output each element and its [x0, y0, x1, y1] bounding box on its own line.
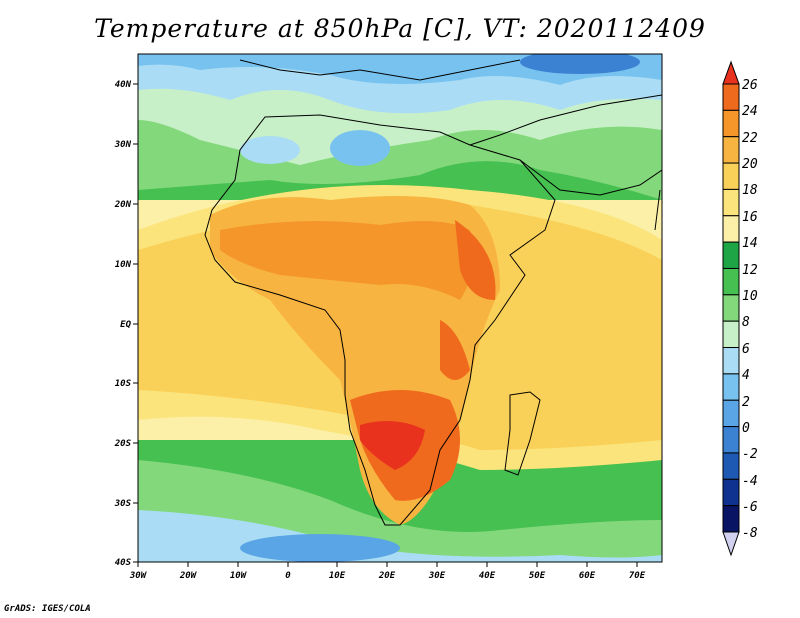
colorbar-box: [722, 241, 740, 269]
lat-label-40s: 40S: [115, 558, 132, 568]
colorbar-box: [722, 136, 740, 164]
temperature-field: [138, 54, 662, 562]
lat-label-20s: 20S: [114, 439, 132, 449]
lon-labels: 30W 20W 10W 0 10E 20E 30E 40E 50E 60E 70…: [129, 571, 646, 581]
lon-label-40e: 40E: [479, 571, 496, 581]
cb-label-10: 10: [742, 289, 758, 304]
lon-label-0: 0: [285, 571, 291, 581]
colorbar-labels: 26 24 22 20 18 16 14 12 10 8 6 4 2 0 -2 …: [742, 78, 758, 541]
field-libya-cold: [330, 130, 390, 166]
cb-label-26: 26: [742, 78, 758, 93]
field-kalahari-hottest: [360, 421, 425, 470]
colorbar-top-arrow: [722, 60, 740, 85]
colorbar-box: [722, 188, 740, 217]
lat-label-10s: 10S: [115, 379, 132, 389]
cb-label-16: 16: [742, 210, 758, 225]
map-title: Temperature at 850hPa [C], VT: 202011240…: [94, 14, 706, 43]
lon-label-10w: 10W: [230, 571, 248, 581]
colorbar-boxes: [722, 83, 740, 533]
colorbar-box: [722, 162, 740, 190]
colorbar-box: [722, 399, 740, 428]
india-coast: [654, 189, 661, 231]
field-north-coldest: [520, 54, 640, 74]
lat-labels: 40N 30N 20N 10N EQ 10S 20S 30S 40S: [114, 80, 132, 568]
grads-credit: GrADS: IGES/COLA: [4, 604, 91, 614]
colorbar-box: [722, 267, 740, 296]
lat-label-10n: 10N: [115, 260, 132, 270]
lat-label-40n: 40N: [115, 80, 132, 90]
cb-label-neg6: -6: [742, 500, 758, 515]
lat-ticks: [133, 83, 138, 563]
africa-coast: [204, 114, 556, 526]
lat-label-20n: 20N: [114, 200, 132, 210]
cb-label-22: 22: [742, 131, 758, 146]
lon-label-30e: 30E: [428, 571, 446, 581]
field-algeria-cold: [240, 136, 300, 164]
lat-label-30n: 30N: [114, 140, 132, 150]
lon-label-20e: 20E: [378, 571, 396, 581]
colorbar-box: [722, 109, 740, 138]
cb-label-14: 14: [742, 236, 758, 251]
asia-coast: [469, 94, 662, 146]
madagascar-coast: [504, 391, 541, 476]
field-sahel-hot: [220, 221, 474, 300]
map-frame: [137, 53, 663, 563]
lat-label-eq: EQ: [120, 320, 131, 330]
colorbar-box: [722, 215, 740, 243]
cb-label-24: 24: [742, 104, 758, 119]
cb-label-18: 18: [742, 183, 758, 198]
colorbar-box: [722, 426, 740, 454]
lat-label-30s: 30S: [114, 499, 132, 509]
cb-label-neg8: -8: [742, 526, 758, 541]
lon-ticks: [137, 562, 638, 567]
cb-label-20: 20: [742, 157, 758, 172]
cb-label-neg2: -2: [742, 447, 758, 462]
cb-label-8: 8: [742, 315, 750, 330]
cb-label-0: 0: [742, 421, 750, 436]
colorbar-box: [722, 478, 740, 507]
cb-label-neg4: -4: [742, 474, 758, 489]
colorbar-box: [722, 505, 740, 533]
lon-label-50e: 50E: [529, 571, 546, 581]
field-south-colder: [240, 534, 400, 562]
field-ethiopia-hot: [455, 220, 496, 300]
lon-label-60e: 60E: [579, 571, 596, 581]
cb-label-4: 4: [742, 368, 750, 383]
field-rift-hot: [440, 320, 470, 380]
lon-label-30w: 30W: [129, 571, 148, 581]
lon-label-20w: 20W: [179, 571, 198, 581]
cb-label-6: 6: [742, 342, 750, 357]
colorbar-box: [722, 347, 740, 375]
colorbar-box: [722, 294, 740, 322]
cb-label-2: 2: [742, 395, 750, 410]
colorbar-box: [722, 83, 740, 111]
colorbar: [722, 60, 740, 557]
europe-coast: [239, 59, 521, 81]
colorbar-box: [722, 373, 740, 401]
colorbar-box: [722, 452, 740, 480]
cb-label-12: 12: [742, 263, 758, 278]
arabia-coast: [519, 159, 662, 196]
lon-label-10e: 10E: [329, 571, 346, 581]
lon-label-70e: 70E: [629, 571, 646, 581]
coastlines: [204, 59, 662, 526]
colorbar-box: [722, 320, 740, 349]
colorbar-bottom-arrow: [722, 531, 740, 557]
